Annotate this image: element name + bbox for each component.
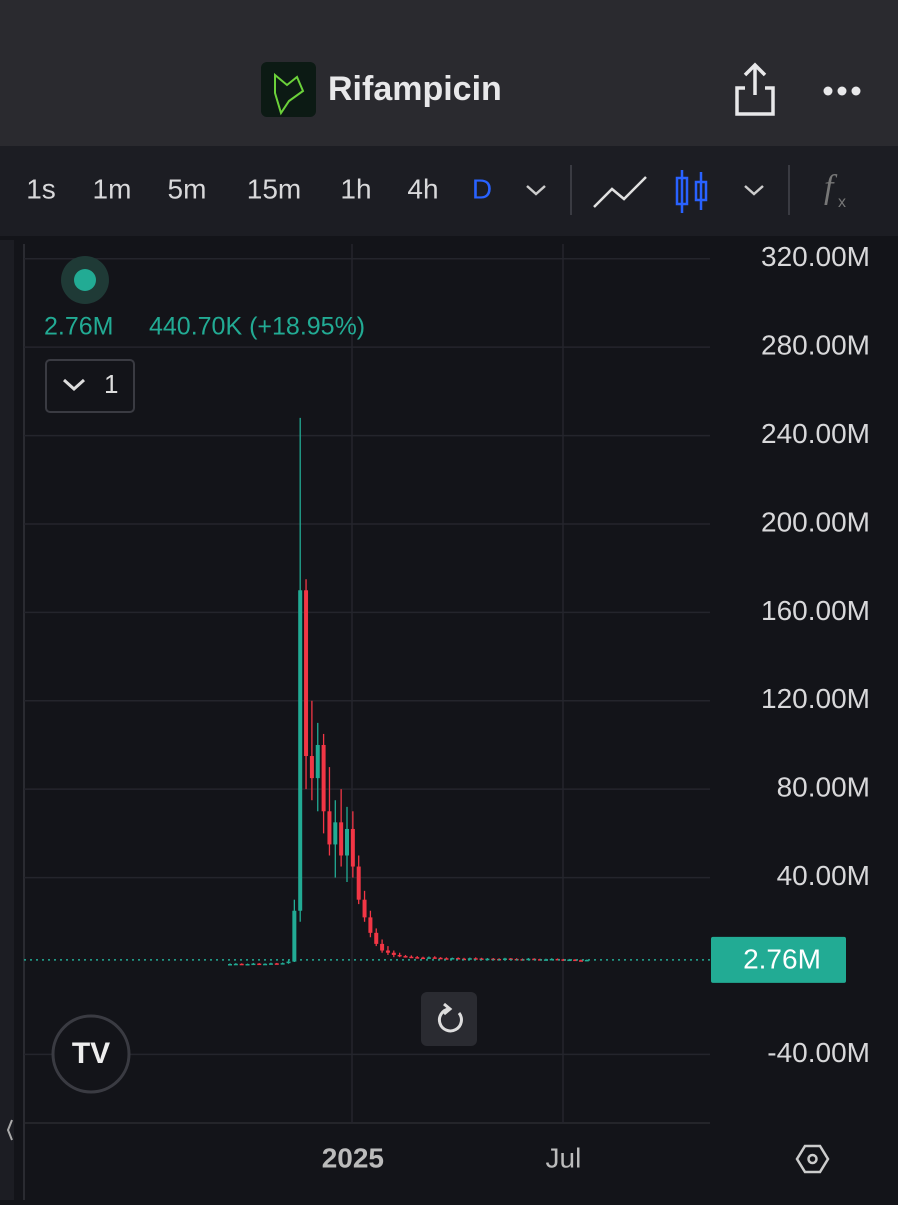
candle-body	[239, 963, 244, 966]
candle-body	[280, 963, 285, 965]
interval-button[interactable]: D	[472, 173, 492, 204]
y-tick-label: -40.00M	[767, 1037, 870, 1068]
candle-body	[555, 958, 560, 961]
x-tick-label: 2025	[322, 1142, 384, 1173]
candle-body	[415, 957, 420, 959]
candle-body	[584, 959, 589, 962]
token-icon-art	[274, 72, 305, 116]
candle-body	[356, 866, 361, 900]
candle-body	[298, 590, 303, 911]
candle-body	[403, 956, 408, 958]
side-panel	[0, 240, 14, 1200]
share-button[interactable]	[735, 62, 775, 116]
candle-body	[421, 957, 426, 960]
legend-price: 2.76M	[44, 313, 113, 341]
candle-body	[573, 959, 578, 962]
candle-body	[251, 963, 256, 966]
tradingview-logo[interactable]	[51, 1014, 131, 1094]
candle-body	[473, 958, 478, 960]
candle-body	[567, 959, 572, 962]
y-tick-label: 120.00M	[761, 683, 870, 714]
candle-body	[263, 963, 268, 966]
candle-body	[304, 590, 309, 757]
candle-body	[467, 958, 472, 960]
candle-body	[268, 963, 273, 965]
candle-body	[292, 910, 297, 962]
reset-icon	[437, 1007, 463, 1033]
legend-change: 440.70K (+18.95%)	[149, 313, 365, 341]
y-tick-label: 280.00M	[761, 330, 870, 361]
last-price-tag	[711, 936, 846, 983]
candle-body	[561, 959, 566, 961]
y-tick-label: 200.00M	[761, 506, 870, 537]
candle-body	[228, 964, 232, 966]
candle-body	[426, 957, 431, 959]
candle-body	[391, 952, 396, 955]
chart-type-dropdown[interactable]	[744, 185, 764, 196]
reset-icon-arrow	[443, 1002, 453, 1016]
candle-body	[368, 917, 373, 933]
candle-body	[309, 756, 314, 779]
candle-body	[543, 959, 548, 961]
status-dot	[74, 269, 96, 291]
candle-body	[444, 958, 449, 960]
indicator-toggle[interactable]	[45, 359, 135, 413]
y-tick-label: 160.00M	[761, 595, 870, 626]
interval-button[interactable]: 1s	[26, 173, 56, 204]
y-tick-label: 80.00M	[777, 772, 870, 803]
y-tick-label: 240.00M	[761, 418, 870, 449]
candle-chart-button[interactable]	[675, 170, 708, 213]
candle-body	[315, 744, 320, 779]
candle-body	[385, 950, 390, 953]
y-tick-label: 320.00M	[761, 241, 870, 272]
candle-body	[327, 811, 332, 845]
interval-button[interactable]: 4h	[407, 173, 438, 204]
candle-body	[257, 963, 262, 966]
more-button[interactable]	[823, 86, 861, 96]
candle-body	[345, 828, 349, 856]
settings-icon	[807, 1153, 818, 1165]
last-price-label: 2.76M	[743, 943, 821, 974]
candle-body	[409, 956, 414, 959]
candle-body	[350, 828, 355, 867]
title: Rifampicin	[328, 70, 502, 108]
candle-body	[333, 822, 338, 845]
candle-body	[397, 954, 402, 957]
indicator-toggle-chevron	[62, 378, 86, 392]
candle-body	[274, 963, 279, 965]
y-tick-label: 40.00M	[777, 860, 870, 891]
candle-body	[579, 960, 583, 962]
token-icon	[261, 62, 316, 117]
candle-body	[432, 957, 437, 959]
candle-body	[321, 744, 326, 812]
candle-body	[339, 822, 344, 856]
interval-dropdown[interactable]	[526, 185, 546, 196]
candle-body	[245, 964, 250, 966]
settings-button[interactable]	[795, 1144, 830, 1174]
candle-body	[286, 961, 291, 964]
line-chart-button[interactable]	[593, 176, 647, 208]
candle-body	[233, 963, 238, 966]
candle-body	[450, 958, 455, 960]
tradingview-logo-mark: TV	[72, 1037, 110, 1070]
candle-body	[438, 957, 443, 960]
candle-body	[362, 899, 367, 918]
candle-body	[549, 958, 554, 961]
indicators-button-x: x	[838, 194, 846, 211]
interval-button[interactable]: 5m	[168, 173, 207, 204]
candle-body	[374, 932, 379, 944]
candle-body	[380, 943, 385, 951]
x-tick-label: Jul	[546, 1142, 582, 1173]
reset-button[interactable]	[421, 992, 477, 1046]
candle-body	[456, 958, 461, 960]
collapse-panel[interactable]	[6, 1119, 13, 1141]
interval-button[interactable]: 1m	[93, 173, 132, 204]
interval-button[interactable]: 15m	[247, 173, 301, 204]
toolbar	[0, 146, 898, 236]
interval-button[interactable]: 1h	[340, 173, 371, 204]
indicator-count: 1	[104, 369, 118, 399]
